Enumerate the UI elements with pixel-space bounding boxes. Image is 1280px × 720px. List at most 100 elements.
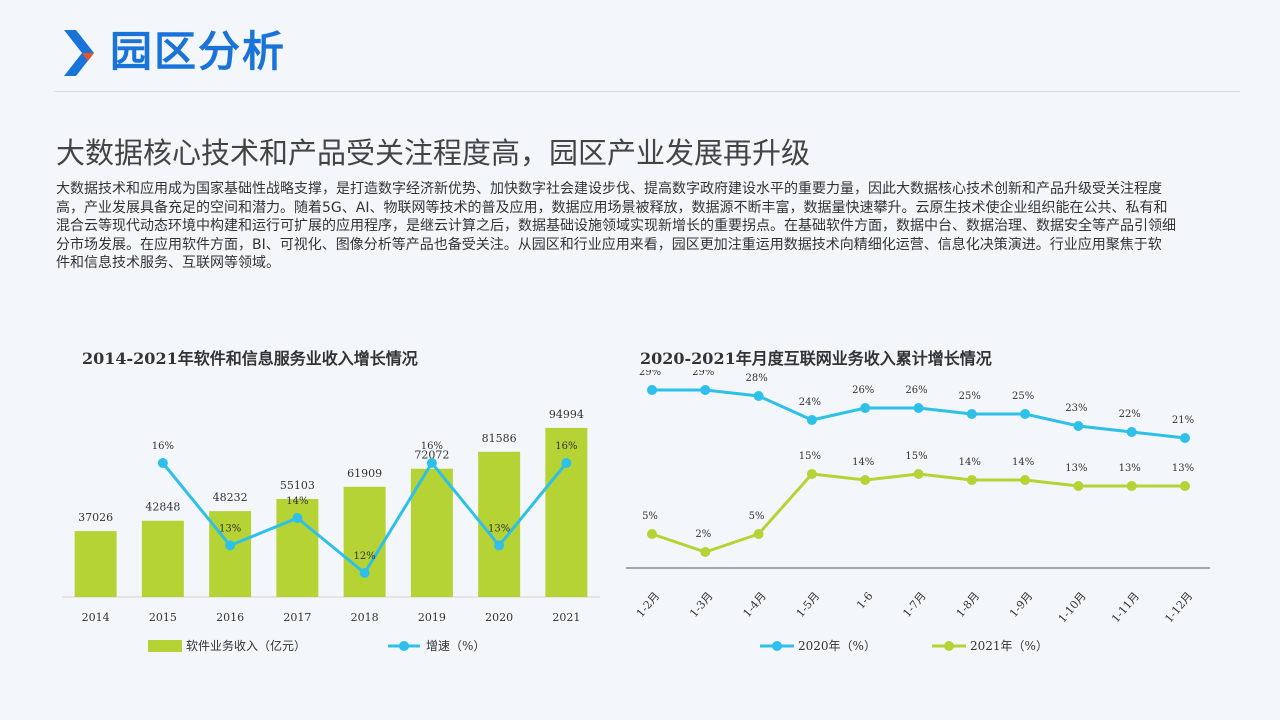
legend-marker-2021 — [944, 641, 954, 651]
legend-label-growth: 增速（%） — [426, 639, 485, 653]
chart-title-internet-growth: 2020-2021年月度互联网业务收入累计增长情况 — [640, 349, 992, 368]
series-2020-label: 24% — [799, 397, 821, 408]
series-2021-point — [1180, 481, 1190, 491]
series-2021-label: 15% — [905, 451, 927, 462]
series-2021-label: 13% — [1065, 463, 1087, 474]
x-tick-label: 2015 — [149, 611, 177, 624]
series-2020-label: 22% — [1119, 409, 1141, 420]
series-2021-label: 5% — [749, 511, 765, 522]
revenue-bar — [343, 486, 386, 597]
series-2021-point — [647, 529, 657, 539]
growth-point-label: 16% — [555, 441, 577, 452]
revenue-bar-label: 42848 — [145, 501, 180, 514]
revenue-bar-label: 48232 — [213, 491, 248, 504]
legend-label-revenue: 软件业务收入（亿元） — [186, 638, 306, 653]
revenue-bar — [545, 427, 588, 597]
series-2021-label: 14% — [852, 457, 874, 468]
series-2020-point — [913, 403, 924, 413]
revenue-bar — [74, 531, 117, 597]
series-2020-label: 26% — [905, 385, 927, 396]
legend-marker-2020 — [772, 641, 782, 651]
x-tick-label: 2016 — [216, 611, 244, 624]
series-2021-line — [651, 472, 1185, 554]
revenue-bar-label: 94994 — [549, 408, 584, 421]
series-2021-point — [913, 469, 924, 479]
series-2020-point — [860, 403, 871, 413]
series-2021-point — [753, 529, 764, 539]
x-tick-label: 2021 — [552, 611, 580, 624]
revenue-bar-label: 55103 — [280, 479, 315, 492]
series-2020-label: 21% — [1172, 415, 1194, 426]
growth-point — [494, 540, 505, 551]
logo-chevron-icon — [64, 30, 94, 76]
growth-point — [359, 568, 370, 578]
series-2021-point — [966, 475, 977, 485]
growth-point-label: 12% — [354, 551, 376, 562]
series-2020-point — [1073, 421, 1084, 431]
x-tick-label: 1-6 — [854, 590, 875, 612]
growth-point-label: 16% — [421, 441, 443, 452]
revenue-bar-label: 81586 — [482, 432, 517, 445]
chart-title-software-revenue: 2014-2021年软件和信息服务业收入增长情况 — [82, 349, 418, 368]
growth-point — [225, 540, 236, 551]
series-2021-label: 14% — [1012, 457, 1034, 468]
x-tick-label: 1-3月 — [687, 590, 715, 620]
x-tick-label: 1-10月 — [1056, 590, 1089, 626]
series-2021-label: 5% — [642, 511, 658, 522]
series-2020-label: 29% — [639, 370, 661, 378]
growth-point — [561, 458, 572, 468]
series-2020-point — [1180, 433, 1190, 443]
revenue-bar — [478, 451, 521, 597]
series-2020-label: 28% — [745, 373, 767, 384]
series-2020-label: 25% — [1012, 391, 1034, 402]
header-divider — [54, 91, 1240, 92]
revenue-bar — [410, 468, 453, 597]
growth-point-label: 13% — [219, 524, 241, 535]
revenue-bar-label: 61909 — [347, 467, 382, 480]
x-tick-label: 2014 — [82, 611, 110, 624]
series-2021-point — [860, 475, 871, 485]
series-2020-point — [1126, 427, 1137, 437]
growth-point-label: 13% — [488, 524, 510, 535]
x-tick-label: 2019 — [418, 611, 446, 624]
x-tick-label: 2020 — [485, 611, 513, 624]
x-tick-label: 1-5月 — [794, 590, 822, 620]
software-revenue-chart: 37026 2014 42848 2015 48232 2016 55103 2017 6190… — [62, 408, 600, 653]
growth-point-label: 14% — [286, 496, 308, 507]
series-2020-point — [806, 415, 817, 425]
series-2020-point — [700, 385, 711, 395]
revenue-bar-label: 37026 — [78, 511, 113, 524]
growth-point — [157, 458, 168, 468]
legend-swatch-revenue — [148, 640, 182, 652]
series-2021-label: 13% — [1172, 463, 1194, 474]
x-tick-label: 1-9月 — [1007, 590, 1035, 620]
series-2020-label: 25% — [959, 391, 981, 402]
series-2021-point — [806, 469, 817, 479]
x-tick-label: 1-8月 — [954, 590, 982, 620]
series-2020-point — [1020, 409, 1031, 419]
series-2020-label: 29% — [692, 370, 714, 378]
series-2020-point — [753, 391, 764, 401]
revenue-bar-label: 72072 — [414, 449, 449, 462]
series-2021-label: 14% — [959, 457, 981, 468]
series-2020-point — [966, 409, 977, 419]
legend-marker-growth — [399, 641, 409, 651]
series-2021-point — [1126, 481, 1137, 491]
series-2020-point — [647, 385, 657, 395]
series-2020-line — [652, 388, 1186, 440]
legend-label-2020: 2020年（%） — [798, 639, 876, 653]
series-2021-point — [1020, 475, 1031, 485]
x-tick-label: 1-4月 — [740, 590, 768, 620]
series-2021-point — [700, 547, 711, 557]
x-tick-label: 2018 — [351, 611, 379, 624]
growth-point — [426, 458, 437, 468]
series-2021-point — [1073, 481, 1084, 491]
headline: 大数据核心技术和产品受关注程度高，园区产业发展再升级 — [56, 136, 811, 170]
page-title: 园区分析 — [110, 27, 287, 76]
x-tick-label: 1-2月 — [634, 590, 662, 620]
body-paragraph: 大数据技术和应用成为国家基础性战略支撑，是打造数字经济新优势、加快数字社会建设步… — [56, 181, 1176, 271]
legend-label-2021: 2021年（%） — [970, 639, 1048, 653]
x-tick-label: 1-11月 — [1109, 590, 1142, 626]
revenue-bar — [141, 520, 184, 597]
x-tick-label: 1-12月 — [1162, 590, 1195, 626]
